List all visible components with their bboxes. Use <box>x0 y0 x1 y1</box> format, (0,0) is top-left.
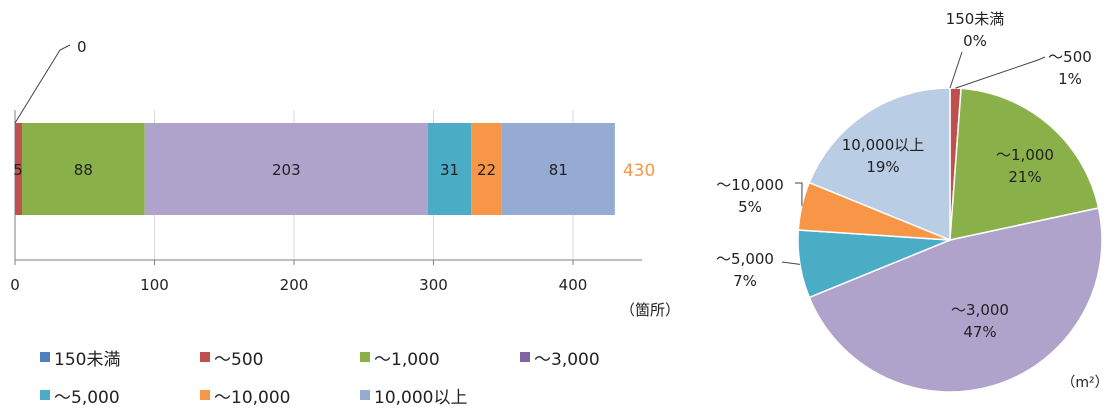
bar-value-label: 22 <box>477 161 496 179</box>
pie-unit-label: （m²） <box>1061 375 1108 391</box>
legend-item: ～10,000 <box>200 384 360 408</box>
pie-label: 150未満 <box>946 10 1005 28</box>
bar-value-label: 81 <box>549 161 568 179</box>
leader-line <box>955 56 1046 89</box>
x-tick-label: 100 <box>140 276 169 294</box>
bar-value-label: 5 <box>13 161 23 179</box>
legend-swatch <box>520 352 530 362</box>
bar-segment <box>501 123 615 215</box>
legend-label: 10,000以上 <box>374 387 468 408</box>
legend-item: 150未満 <box>40 346 200 370</box>
legend-item: ～500 <box>200 346 360 370</box>
bar-segment <box>21 123 145 215</box>
leader-line <box>14 44 71 124</box>
legend-label: ～1,000 <box>374 349 440 370</box>
bar-total-label: 430 <box>623 161 655 181</box>
pie-label: 47% <box>963 323 996 341</box>
bar-segment <box>471 123 502 215</box>
bar-segment <box>15 123 22 215</box>
pie-label: 19% <box>866 158 899 176</box>
pie-label: ～500 <box>1048 48 1092 66</box>
legend-item: ～5,000 <box>40 384 200 408</box>
bar-segment <box>144 123 428 215</box>
bar-value-label: 31 <box>440 161 459 179</box>
legend-swatch <box>40 352 50 362</box>
pie-label: 0% <box>963 32 987 50</box>
leader-line <box>781 261 801 265</box>
leader-line <box>795 182 803 206</box>
pie-label: 7% <box>733 272 757 290</box>
bar-segment <box>427 123 472 215</box>
pie-label: ～10,000 <box>716 176 784 194</box>
legend-swatch <box>360 352 370 362</box>
legend-label: ～500 <box>214 349 264 370</box>
bar-value-label: 88 <box>74 161 93 179</box>
pie-label: ～5,000 <box>716 250 774 268</box>
legend-item: ～1,000 <box>360 346 520 370</box>
x-tick-label: 0 <box>10 276 20 294</box>
bar-value-label: 203 <box>272 161 301 179</box>
legend-label: ～10,000 <box>214 387 291 408</box>
pie-label: 5% <box>738 198 762 216</box>
legend-item: ～3,000 <box>520 346 670 370</box>
leader-line <box>949 51 963 89</box>
legend-swatch <box>200 352 210 362</box>
legend-label: ～5,000 <box>54 387 120 408</box>
legend-label: 150未満 <box>54 349 121 370</box>
legend-label: ～3,000 <box>534 349 600 370</box>
pie-slice <box>808 87 951 242</box>
x-tick-label: 400 <box>559 276 588 294</box>
pie-label: ～1,000 <box>996 146 1054 164</box>
bar-value-label: 0 <box>77 38 87 56</box>
legend-item: 10,000以上 <box>360 384 520 408</box>
legend: 150未満 ～500 ～1,000 ～3,000 ～5,000 ～10,000 … <box>40 346 660 408</box>
pie-label: 21% <box>1008 168 1041 186</box>
pie-slice <box>949 87 1100 241</box>
pie-slice <box>808 207 1103 393</box>
pie-label: 1% <box>1058 70 1082 88</box>
legend-swatch <box>360 390 370 400</box>
x-tick-label: 200 <box>280 276 309 294</box>
pie-label: ～3,000 <box>951 301 1009 319</box>
x-tick-label: 300 <box>419 276 448 294</box>
pie-label: 10,000以上 <box>842 136 925 154</box>
x-axis-unit-label: （箇所） <box>620 301 680 319</box>
legend-swatch <box>200 390 210 400</box>
legend-swatch <box>40 390 50 400</box>
